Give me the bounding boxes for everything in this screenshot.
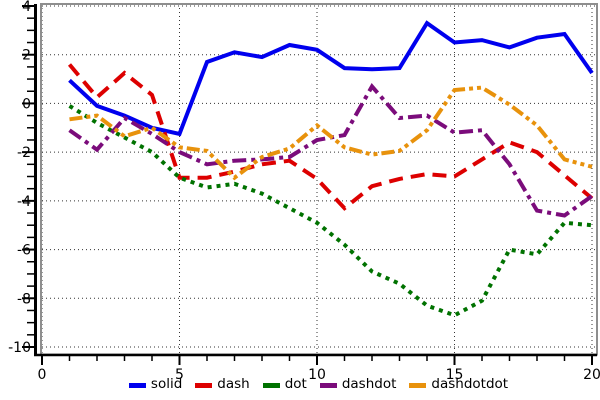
x-tick-label: 20 bbox=[583, 367, 600, 383]
y-tick-label: 2 bbox=[22, 48, 31, 64]
legend-swatch-icon bbox=[195, 382, 213, 388]
series-line-dashdotdot bbox=[69, 85, 593, 181]
legend-item-dashdotdot: dashdotdot bbox=[409, 378, 508, 392]
legend-item-solid: solid bbox=[128, 376, 183, 393]
legend-item-dash: dash bbox=[195, 376, 250, 393]
legend-label: dash bbox=[217, 376, 250, 393]
y-tick-label: 0 bbox=[22, 96, 31, 112]
legend-swatch-icon bbox=[128, 382, 146, 388]
y-tick-label: -10 bbox=[8, 340, 31, 356]
legend-label: solid bbox=[150, 376, 183, 393]
legend-swatch-icon bbox=[262, 382, 280, 388]
legend-label: dashdot bbox=[341, 376, 397, 393]
series-line-dot bbox=[68, 104, 593, 318]
series-line-solid bbox=[68, 20, 594, 137]
y-tick-label: -6 bbox=[17, 243, 31, 259]
plot-border bbox=[40, 3, 598, 356]
x-tick-label: 10 bbox=[308, 367, 326, 383]
y-tick-label: -2 bbox=[17, 145, 31, 161]
y-tick-label: 4 bbox=[22, 0, 31, 15]
y-tick-label: -8 bbox=[17, 291, 31, 307]
legend-swatch-icon bbox=[319, 382, 337, 388]
y-tick-label: -4 bbox=[17, 194, 31, 210]
legend-swatch-icon bbox=[409, 382, 427, 388]
legend-label: dashdotdot bbox=[431, 376, 509, 393]
legend: solid dash dot dashdot dashdotdot bbox=[40, 376, 597, 394]
x-tick-label: 15 bbox=[446, 367, 464, 383]
x-tick-label: 0 bbox=[38, 367, 47, 383]
legend-item-dashdot: dashdot bbox=[319, 376, 397, 393]
legend-item-dot: dot bbox=[262, 376, 307, 393]
legend-label: dot bbox=[284, 376, 307, 393]
x-tick-label: 5 bbox=[175, 367, 184, 383]
